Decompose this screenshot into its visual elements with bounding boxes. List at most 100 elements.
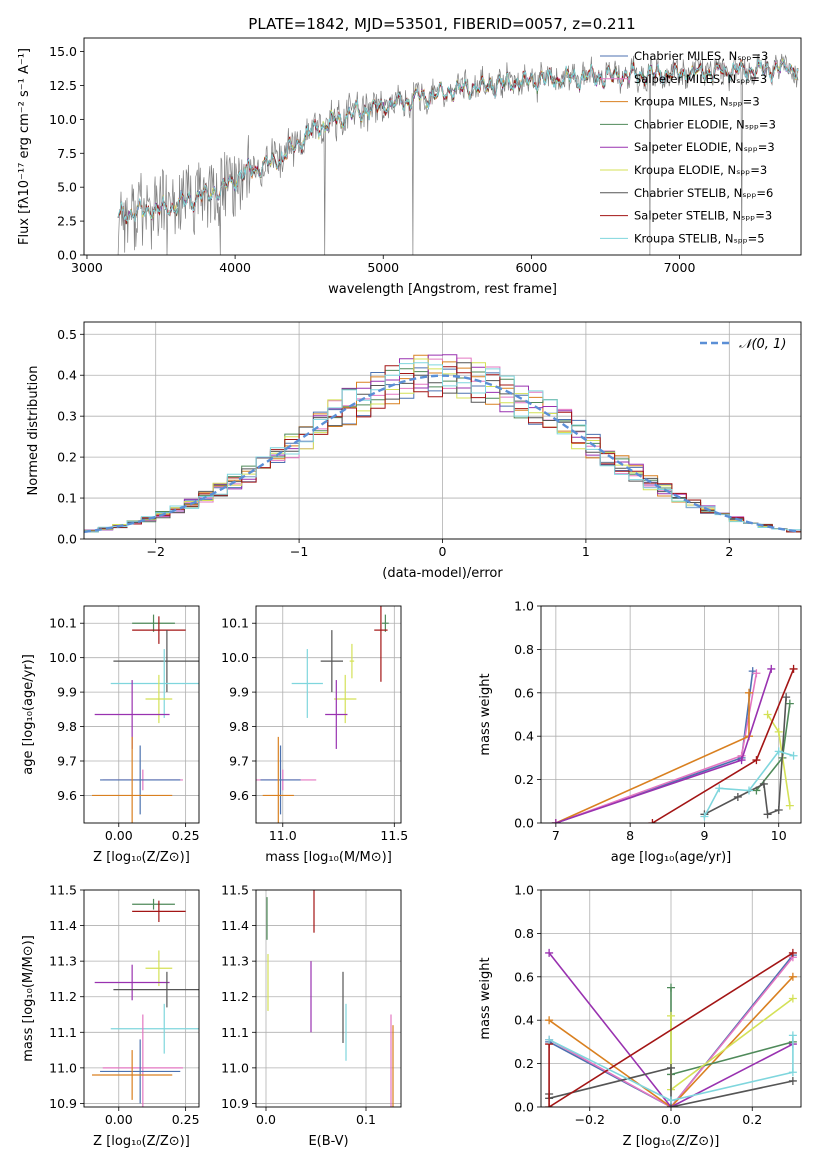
tick-label-y: 0.0 — [514, 816, 534, 831]
normal-reference-curve — [84, 374, 799, 533]
weight-marker — [667, 1011, 675, 1020]
tick-label-y: 9.8 — [229, 719, 249, 734]
tick-label-y: 11.0 — [221, 1060, 249, 1075]
axes-frame — [255, 889, 402, 1108]
tick-label-y: 11.4 — [221, 918, 249, 933]
tick-label-y: 0.2 — [57, 450, 77, 465]
tick-label-x: 7 — [552, 828, 560, 843]
errorbar-plot-area — [92, 614, 199, 823]
tick-label-y: 0.0 — [514, 1100, 534, 1115]
tick-label-y: 11.3 — [49, 954, 77, 969]
tick-label-y: 11.5 — [49, 883, 77, 898]
y-axis-label: mass weight — [478, 673, 493, 755]
tick-label-y: 10.9 — [49, 1096, 77, 1111]
tick-label-x: 11.0 — [269, 828, 297, 843]
spectrum-legend: Chabrier MILES, Nₛₚₚ=3 Salpeter MILES, Nₛ… — [600, 49, 776, 245]
tick-label-x: 0.25 — [172, 828, 200, 843]
weight-marker — [789, 751, 798, 760]
weight-marker — [745, 786, 753, 795]
tick-label-y: 10.0 — [49, 112, 77, 127]
axes-frame — [83, 889, 200, 1108]
axes-frame — [540, 605, 802, 824]
x-axis-label: age [log₁₀(age/yr)] — [611, 850, 732, 865]
weight-marker — [785, 801, 794, 810]
histogram-legend: 𝒩(0, 1) — [700, 337, 786, 352]
weight-marker — [667, 1063, 675, 1072]
tick-label-y: 9.7 — [57, 754, 77, 769]
axes-z-mass: 0.00 0.25 10.9 11.0 11.1 11.2 11.3 11.4 11.5 Z [l… — [21, 883, 200, 1150]
y-axis-label: age [log₁₀(age/yr)] — [21, 654, 36, 775]
legend-entry: Kroupa STELIB, Nₛₚₚ=5 — [634, 231, 765, 245]
weight-line — [548, 954, 794, 1107]
weight-line — [704, 697, 787, 816]
weight-marker — [551, 819, 560, 823]
weight-marker — [667, 1096, 675, 1105]
weight-marker — [774, 747, 783, 756]
figure-title: PLATE=1842, MJD=53501, FIBERID=0057, z=0… — [248, 15, 635, 33]
weight-marker — [788, 1068, 797, 1077]
y-axis-label: Normed distribution — [26, 366, 41, 496]
weight-line — [555, 668, 773, 823]
axes-mass-age: 11.0 11.5 9.6 9.7 9.8 9.9 10.0 10.1 mass [log₁₀(… — [221, 605, 408, 865]
tick-label-y: 1.0 — [514, 883, 534, 898]
tick-label-x: 10 — [771, 828, 787, 843]
axes-residuals: −2 −1 0 1 2 0.0 0.1 0.2 0.3 0.4 0.5 (data-model)/er… — [26, 321, 802, 581]
weight-marker — [785, 699, 794, 708]
weight-marker — [745, 688, 753, 697]
weight-plot-area — [551, 664, 798, 823]
axes-frame — [83, 605, 200, 824]
tick-label-y: 11.3 — [221, 954, 249, 969]
y-axis-label: Flux [fλ10⁻¹⁷ erg cm⁻² s⁻¹ A⁻¹] — [17, 48, 32, 245]
tick-label-x: 0.0 — [256, 1112, 276, 1127]
legend-entry: Kroupa MILES, Nₛₚₚ=3 — [634, 95, 760, 109]
weight-line — [548, 956, 794, 1107]
weight-marker — [788, 1076, 797, 1085]
weight-marker — [763, 710, 772, 719]
tick-label-y: 11.2 — [221, 989, 249, 1004]
tick-label-y: 0.8 — [514, 642, 534, 657]
tick-label-y: 0.6 — [514, 969, 534, 984]
x-axis-label: (data-model)/error — [382, 566, 503, 581]
weight-line — [548, 1035, 794, 1102]
weight-marker — [545, 1016, 554, 1025]
tick-label-x: 9 — [700, 828, 708, 843]
weight-line — [555, 673, 758, 823]
tick-label-y: 9.7 — [229, 754, 249, 769]
legend-entry: Kroupa ELODIE, Nₛₚₚ=3 — [634, 163, 767, 177]
tick-label-x: 0.00 — [105, 828, 133, 843]
tick-label-x: 1 — [582, 544, 590, 559]
tick-label-x: 7000 — [664, 260, 696, 275]
tick-label-y: 10.1 — [221, 616, 249, 631]
weight-marker — [788, 948, 797, 957]
tick-label-y: 0.2 — [514, 1056, 534, 1071]
weight-marker — [545, 1103, 554, 1107]
tick-label-x: 0.00 — [105, 1112, 133, 1127]
axes-frame — [255, 605, 402, 824]
axes-z-weight: −0.2 0.0 0.2 0.0 0.2 0.4 0.6 0.8 1.0 Z [log₁₀(Z/Z… — [478, 883, 802, 1149]
tick-label-y: 11.4 — [49, 918, 77, 933]
tick-label-y: 2.5 — [57, 214, 77, 229]
tick-label-y: 9.6 — [229, 788, 249, 803]
tick-label-x: 2 — [725, 544, 733, 559]
tick-label-y: 9.6 — [57, 788, 77, 803]
legend-entry: Chabrier STELIB, Nₛₚₚ=6 — [634, 186, 773, 200]
weight-marker — [767, 664, 776, 673]
legend-entry: Chabrier MILES, Nₛₚₚ=3 — [634, 49, 768, 63]
tick-label-y: 5.0 — [57, 180, 77, 195]
tick-label-x: 4000 — [219, 260, 251, 275]
legend-entry: Salpeter ELODIE, Nₛₚₚ=3 — [634, 140, 775, 154]
x-axis-label: Z [log₁₀(Z/Z⊙)] — [93, 1134, 190, 1149]
tick-label-y: 12.5 — [49, 78, 77, 93]
spectrum-plot-area — [117, 53, 799, 255]
tick-label-y: 11.1 — [221, 1025, 249, 1040]
weight-line — [555, 692, 750, 823]
tick-label-y: 15.0 — [49, 44, 77, 59]
axes-frame — [540, 889, 802, 1108]
legend-entry: Salpeter STELIB, Nₛₚₚ=3 — [634, 209, 772, 223]
axes-z-age: 0.00 0.25 9.6 9.7 9.8 9.9 10.0 10.1 Z [log₁₀(Z/Z… — [21, 605, 200, 865]
weight-marker — [648, 819, 657, 823]
tick-label-y: 0.2 — [514, 772, 534, 787]
tick-label-y: 0.0 — [57, 248, 77, 263]
histogram-plot-area — [84, 354, 801, 535]
